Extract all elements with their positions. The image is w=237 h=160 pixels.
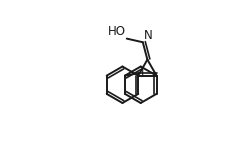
Text: I: I: [141, 66, 144, 79]
Text: N: N: [144, 29, 153, 42]
Text: HO: HO: [108, 25, 126, 38]
